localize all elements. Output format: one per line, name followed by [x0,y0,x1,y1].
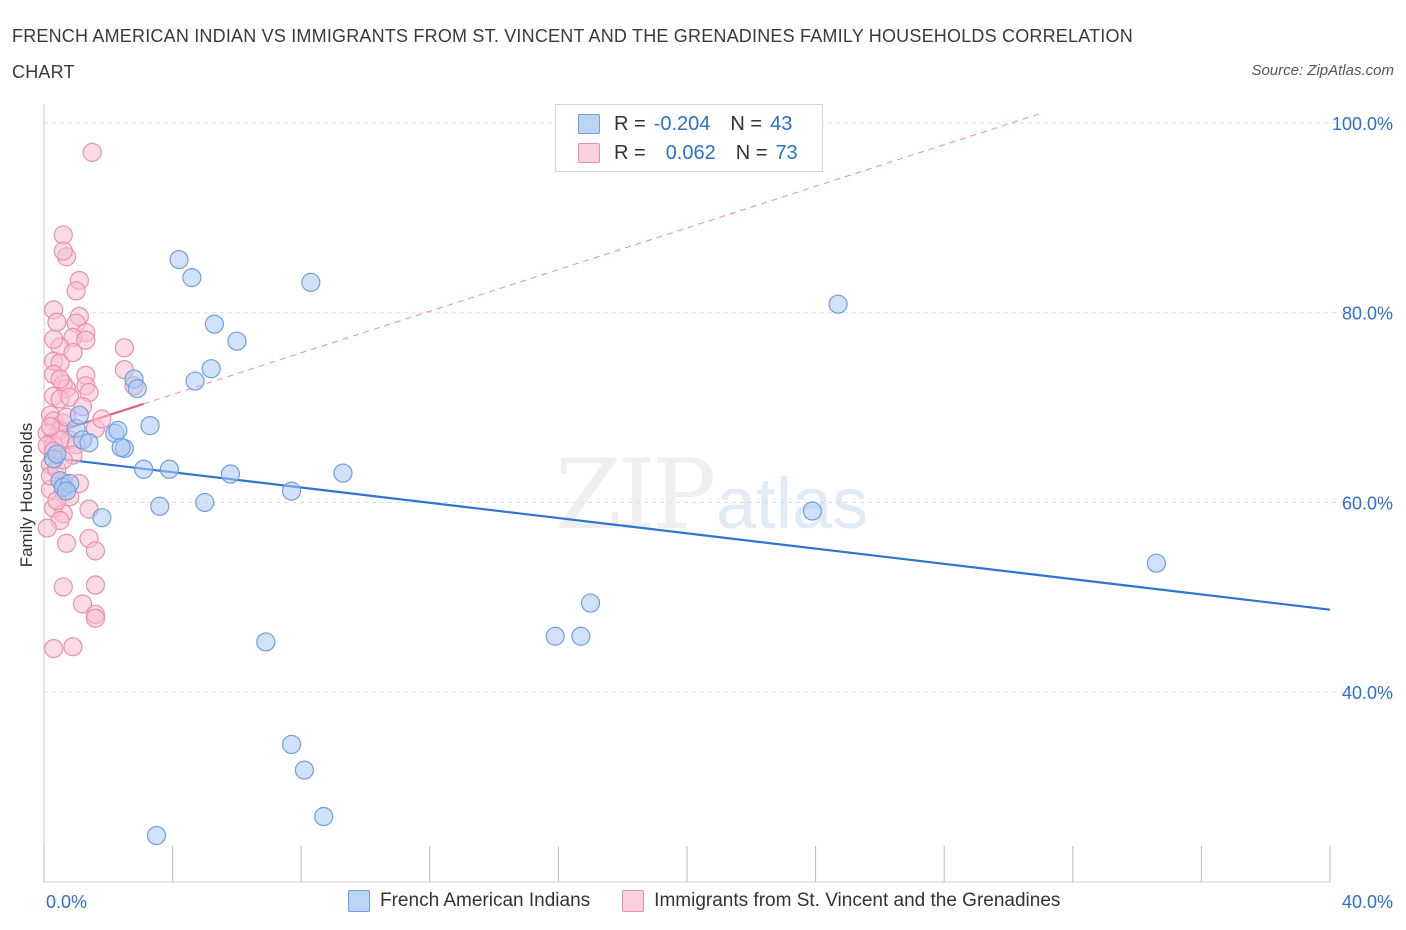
point-st-vincent [40,416,61,437]
axes: 40.0% 60.0% 80.0% 100.0% 0.0% 40.0% [43,104,1393,912]
watermark: ZIP atlas [555,439,868,551]
x-tick-label: 0.0% [46,892,87,912]
point-french-american-indian [69,405,89,425]
point-french-american-indian [220,464,241,484]
point-st-vincent [60,387,80,407]
point-st-vincent [37,518,57,538]
point-french-american-indian [195,492,215,513]
point-st-vincent [50,369,70,389]
point-st-vincent [56,533,77,553]
point-st-vincent [66,281,86,301]
legend-r-label: R = [614,112,646,135]
point-french-american-indian [108,420,128,440]
legend-r-value: 0.062 [665,141,716,164]
point-st-vincent [85,541,106,561]
point-french-american-indian [227,331,247,351]
point-french-american-indian [314,806,334,827]
point-french-american-indian [333,463,353,483]
point-french-american-indian [185,371,205,391]
point-st-vincent [76,330,96,350]
trendline-blue [43,455,1331,611]
y-tick-label: 60.0% [1342,493,1393,513]
point-french-american-indian [79,433,99,453]
legend-r-label: R = [614,141,646,164]
gridlines [44,122,1394,693]
legend-label-blue: French American Indians [380,890,591,911]
point-french-american-indian [580,593,601,613]
chart-title: FRENCH AMERICAN INDIAN VS IMMIGRANTS FRO… [12,26,1133,82]
legend-row-pink: R = 0.062 N = 73 [578,138,798,168]
y-tick-label: 80.0% [1342,304,1393,324]
point-french-american-indian [150,496,170,516]
point-st-vincent [53,241,73,261]
point-french-american-indian [802,501,822,521]
point-st-vincent [85,575,106,595]
point-st-vincent [63,342,83,363]
point-french-american-indian [182,268,202,288]
point-french-american-indian [146,825,167,846]
point-french-american-indian [201,359,221,379]
point-st-vincent [114,338,134,358]
point-french-american-indian [545,626,565,646]
legend-r-value: -0.204 [653,112,711,135]
source-label: Source: ZipAtlas.com [1251,62,1394,79]
point-st-vincent [63,637,83,657]
legend-swatch-blue [348,890,370,912]
legend-item-st-vincent: Immigrants from St. Vincent and the Gren… [622,890,1060,912]
point-french-american-indian [571,626,591,646]
point-french-american-indian [140,416,160,436]
point-french-american-indian [281,734,302,755]
correlation-legend: R = -0.204 N = 43 R = 0.062 N = 73 [555,104,823,172]
point-french-american-indian [134,459,154,479]
legend-swatch-pink [578,143,600,163]
legend-row-blue: R = -0.204 N = 43 [578,109,792,139]
legend-n-label: N = [735,141,768,164]
y-tick-label: 40.0% [1342,683,1393,703]
x-tick-label: 40.0% [1342,892,1393,912]
legend-label-pink: Immigrants from St. Vincent and the Gren… [654,890,1061,911]
legend-swatch-pink [622,890,645,912]
y-axis-label: Family Households [17,423,36,568]
legend-n-value: 73 [775,141,798,164]
point-st-vincent [85,608,106,628]
point-french-american-indian [159,459,179,479]
watermark-zip: ZIP [555,439,714,551]
point-st-vincent [53,577,73,597]
point-french-american-indian [169,250,189,270]
legend-n-value: 43 [770,112,793,135]
point-french-american-indian [301,272,321,292]
point-french-american-indian [111,437,131,458]
legend-item-french-american-indians: French American Indians [348,890,590,912]
series-legend: French American Indians Immigrants from … [348,890,1092,912]
point-french-american-indian [127,379,147,399]
point-st-vincent [47,312,67,332]
legend-swatch-blue [578,114,600,134]
point-french-american-indian [1146,553,1166,573]
point-st-vincent [72,594,93,614]
point-french-american-indian [281,481,302,501]
point-french-american-indian [256,632,276,652]
y-tick-label: 100.0% [1332,114,1393,134]
point-st-vincent [44,329,64,349]
trendline-pink-dashed [143,113,1041,405]
point-st-vincent [82,142,102,162]
point-st-vincent [92,409,112,429]
point-french-american-indian [828,294,848,314]
point-french-american-indian [56,481,77,501]
point-st-vincent [53,225,73,245]
point-french-american-indian [92,508,112,528]
watermark-atlas: atlas [716,464,868,544]
point-french-american-indian [294,760,315,780]
data-points [37,142,1166,846]
legend-n-label: N = [730,112,763,135]
point-french-american-indian [204,314,224,334]
point-french-american-indian [47,444,67,464]
point-st-vincent [44,638,64,659]
